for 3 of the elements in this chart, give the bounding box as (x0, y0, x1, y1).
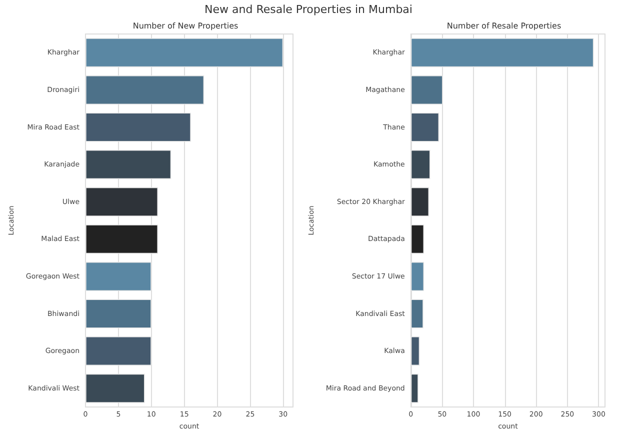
chart-subtitle: Number of New Properties (132, 22, 238, 30)
chart-title: Number of Resale Properties (446, 22, 562, 30)
chart-title: New and Resale Properties in Mumbai (204, 3, 414, 16)
